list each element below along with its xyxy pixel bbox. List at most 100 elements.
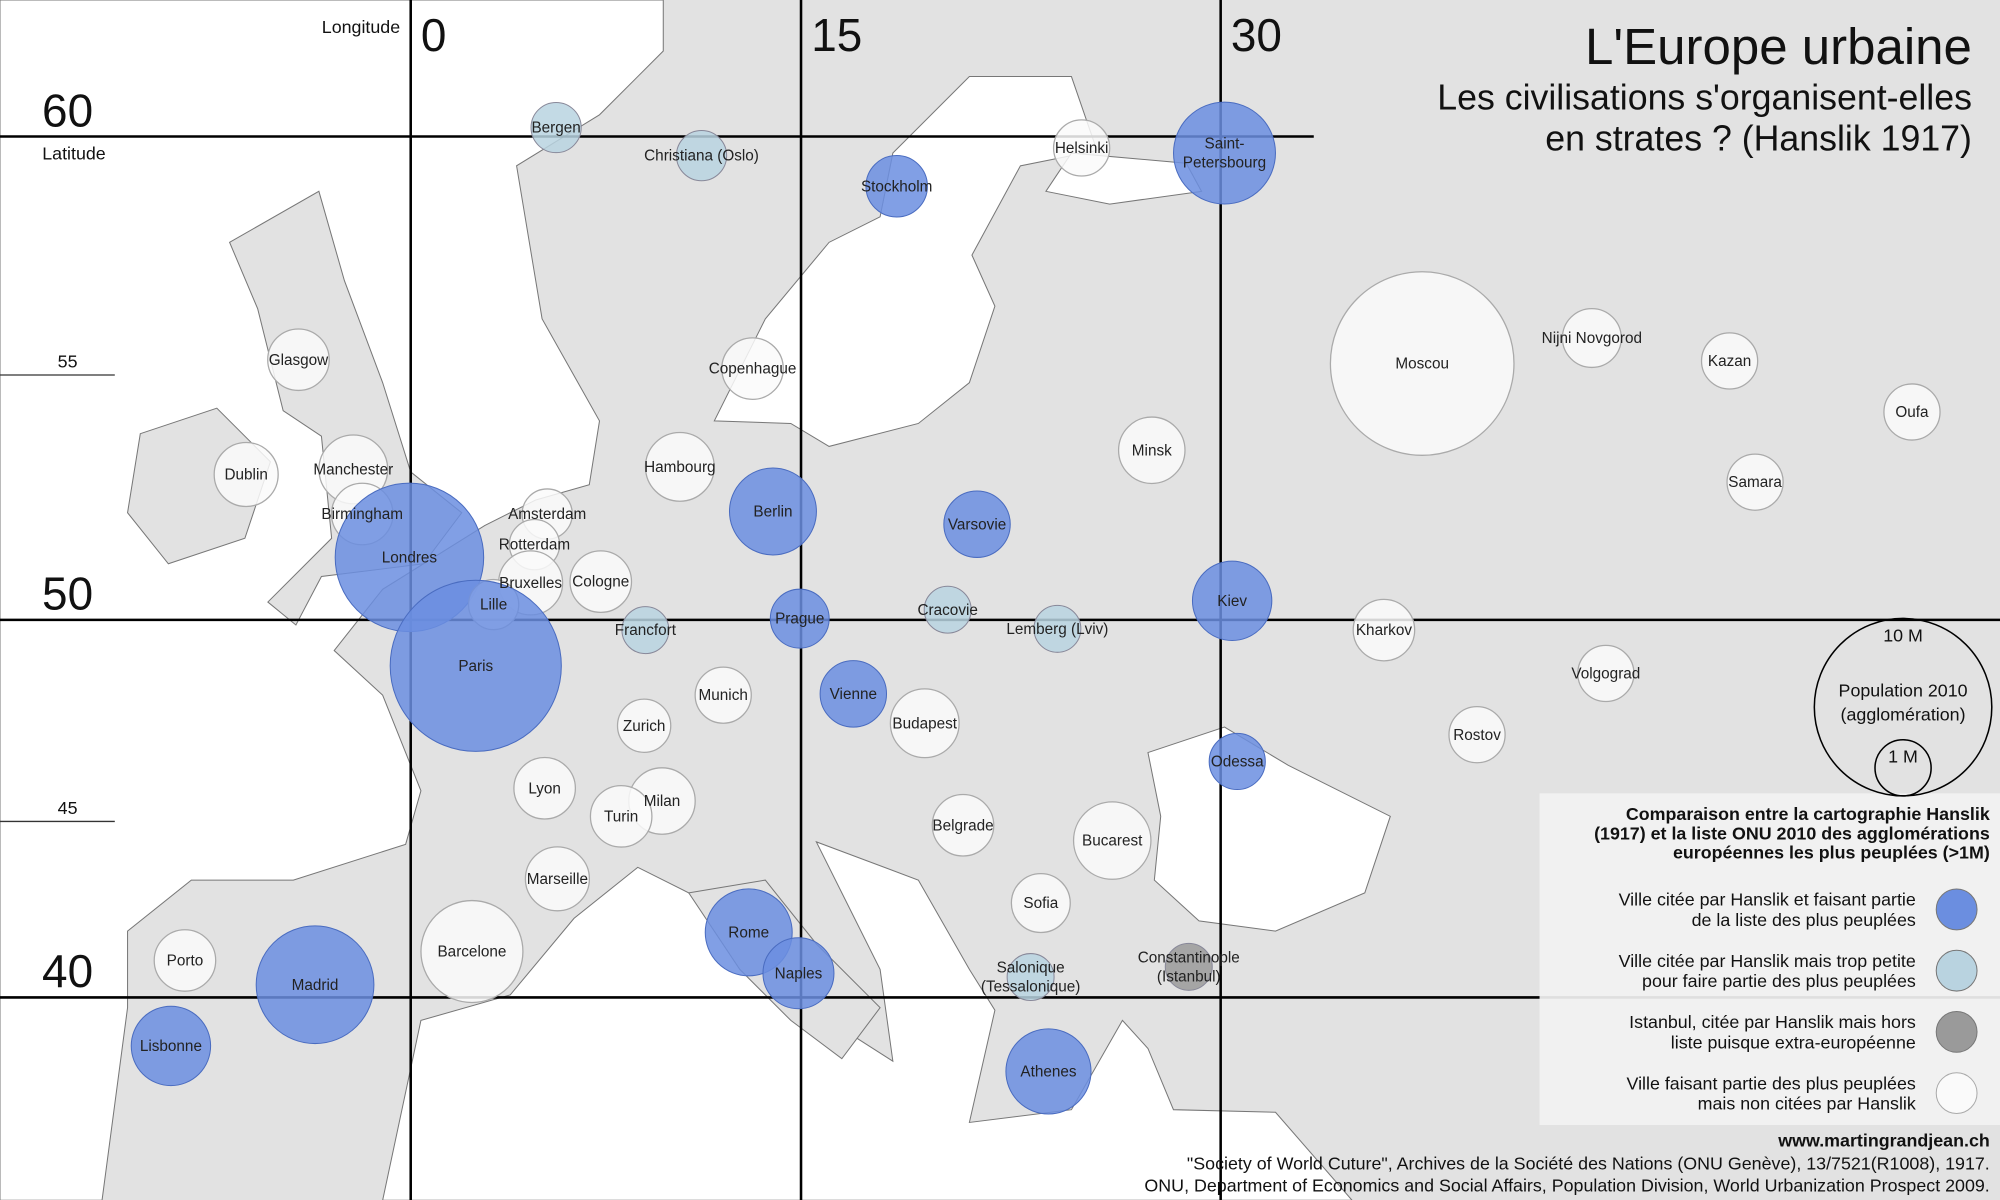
legend-text: Ville faisant partie des plus peuplées	[1626, 1073, 1915, 1093]
latitude-label: 50	[42, 568, 93, 620]
city-label: Oufa	[1895, 404, 1929, 421]
cities: Bergen Christiana (Oslo) Stockholm Helsinki…	[130, 101, 1941, 1115]
city-label: Barcelone	[437, 944, 506, 961]
city-circle	[1173, 101, 1276, 205]
longitude-label: 0	[421, 9, 447, 61]
city-circle	[1164, 942, 1213, 991]
city-circle	[1726, 453, 1784, 511]
city-circle	[1561, 307, 1622, 369]
legend-text: Istanbul, citée par Hanslik mais hors	[1629, 1012, 1916, 1032]
city-label: Cologne	[572, 574, 629, 591]
city-circle	[1010, 872, 1071, 934]
city-circle	[762, 937, 835, 1010]
subtitle-line: en strates ? (Hanslik 1917)	[1545, 119, 1972, 159]
city-circle	[819, 660, 888, 728]
legend-text: de la liste des plus peuplées	[1692, 910, 1916, 930]
city-label: Naples	[775, 965, 823, 982]
city-circle	[213, 441, 279, 508]
city-circle	[1329, 271, 1515, 456]
city-circle	[569, 550, 633, 614]
city-circle	[1191, 560, 1273, 641]
city-circle	[728, 467, 817, 556]
city-label: Rotterdam	[499, 537, 570, 554]
city-label: Prague	[775, 611, 824, 628]
city-label: Budapest	[892, 715, 957, 732]
city-label: Kharkov	[1356, 622, 1412, 639]
city-circle	[1577, 644, 1635, 703]
credits: www.martingrandjean.ch "Society of World …	[1144, 1131, 1989, 1196]
city-circle	[1072, 801, 1152, 880]
city-label: Rome	[728, 925, 769, 942]
city-circle	[721, 337, 784, 400]
city-label: Hambourg	[644, 459, 715, 476]
city-label: Bruxelles	[499, 575, 562, 592]
city-label: Salonique	[997, 960, 1065, 977]
city-circle	[524, 846, 591, 912]
city-circle	[1883, 383, 1941, 441]
latitude-axis-label: Latitude	[42, 143, 106, 163]
city-circle	[513, 756, 577, 820]
city-circle	[153, 929, 217, 992]
city-label: Amsterdam	[508, 506, 586, 523]
legend-text: Ville citée par Hanslik et faisant parti…	[1619, 890, 1916, 910]
city-label: Zurich	[623, 718, 666, 735]
size-legend-caption: Population 2010	[1839, 680, 1968, 700]
city-circle	[943, 490, 1011, 558]
city-label: Sofia	[1023, 895, 1058, 912]
credits-site: www.martingrandjean.ch	[1777, 1131, 1990, 1151]
city-circle	[889, 688, 960, 759]
city-label: Saint-	[1205, 136, 1245, 153]
city-label: Londres	[382, 550, 438, 567]
city-label: Helsinki	[1055, 140, 1109, 157]
city-label: Milan	[644, 793, 681, 810]
mediterranean	[382, 840, 1353, 1200]
city-circle	[1352, 598, 1416, 662]
legend-text: pour faire partie des plus peuplées	[1642, 971, 1916, 991]
city-label: Madrid	[292, 977, 339, 994]
city-label: Stockholm	[861, 178, 932, 195]
legend: 10 M 1 M Population 2010 (agglomération) Com…	[1594, 617, 1993, 1115]
city-circle	[530, 101, 582, 154]
city-label: Paris	[458, 658, 493, 675]
longitude-label: 15	[811, 9, 862, 61]
city-label: Lemberg (Lviv)	[1006, 621, 1108, 638]
legend-title: européennes les plus peuplées (>1M)	[1673, 842, 1990, 862]
city-label: Munich	[699, 687, 748, 704]
latitude-label: 55	[58, 351, 78, 371]
legend-title: (1917) et la liste ONU 2010 des agglomér…	[1594, 823, 1990, 843]
city-circle	[420, 899, 524, 1004]
city-label: Lisbonne	[140, 1038, 202, 1055]
city-circle	[644, 431, 715, 502]
city-label: Kiev	[1217, 593, 1247, 610]
city-circle	[923, 585, 972, 634]
city-label: Dublin	[224, 467, 267, 484]
longitude-axis-label: Longitude	[322, 17, 400, 37]
city-circle	[130, 1005, 212, 1087]
seas	[0, 0, 1391, 1200]
city-label: Samara	[1728, 474, 1782, 491]
city-label: Constantinople	[1138, 949, 1240, 966]
legend-swatch	[1935, 1010, 1978, 1053]
legend-title: Comparaison entre la cartographie Hansli…	[1626, 804, 1990, 824]
city-label: Petersbourg	[1183, 155, 1266, 172]
city-label: Cracovie	[918, 602, 978, 619]
city-circle	[621, 606, 670, 655]
legend-text: Ville citée par Hanslik mais trop petite	[1619, 951, 1916, 971]
latitude-label: 40	[42, 945, 93, 997]
city-label: Christiana (Oslo)	[644, 148, 759, 165]
city-label: Athenes	[1020, 1064, 1076, 1081]
city-label: Volgograd	[1571, 666, 1640, 683]
city-label: Turin	[604, 808, 638, 825]
city-circle	[694, 666, 752, 724]
size-legend-circle	[1874, 739, 1932, 797]
city-circle	[589, 784, 653, 848]
legend-text: mais non citées par Hanslik	[1698, 1094, 1916, 1114]
latitude-label: 60	[42, 84, 93, 136]
city-circle	[255, 925, 375, 1045]
legend-swatch	[1935, 949, 1978, 992]
city-circle	[1700, 332, 1759, 390]
city-label: Birmingham	[321, 506, 403, 523]
city-label: Vienne	[830, 686, 877, 703]
